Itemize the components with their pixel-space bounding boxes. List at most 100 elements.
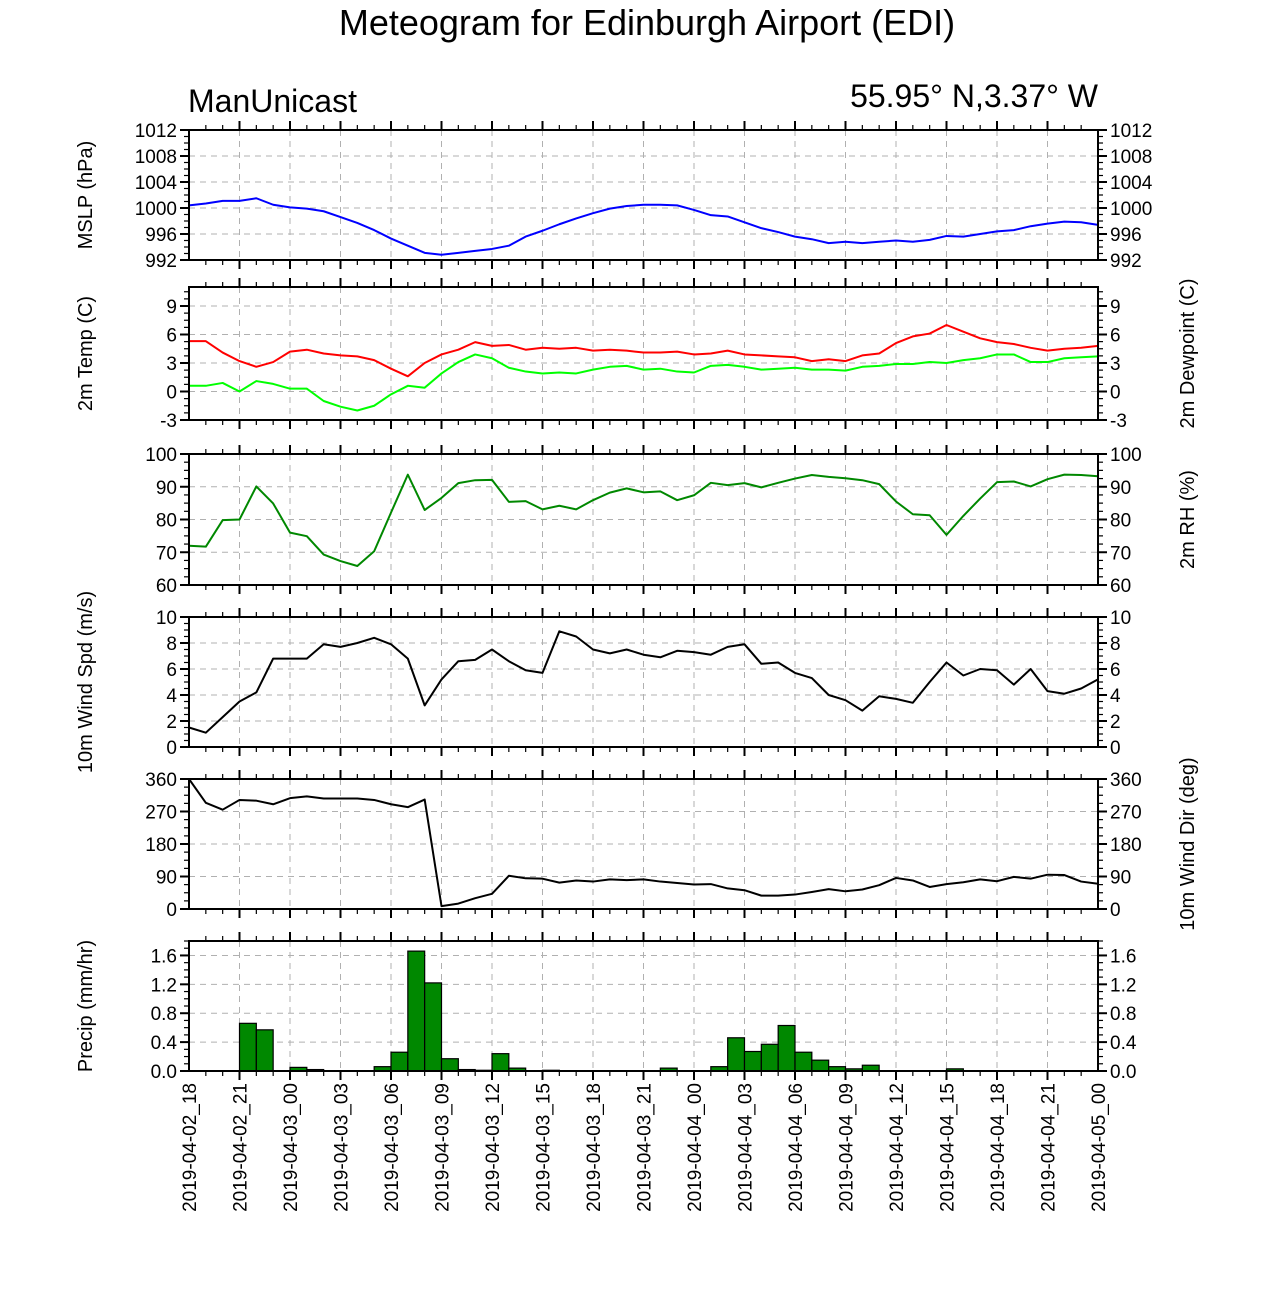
y-tick-label-left: 360: [145, 770, 177, 791]
y-tick-label-right: 270: [1110, 803, 1142, 824]
y-tick-label-right: 100: [1110, 445, 1142, 466]
y-tick-label-right: 8: [1110, 634, 1121, 655]
precip-bar: [777, 1024, 796, 1072]
y-tick-label-right: 10: [1110, 608, 1131, 629]
y-tick-label-right: 9: [1110, 297, 1121, 318]
panel-mslp: 992 992 996 996 1000 1000 1004 1004 1008 1008 1012…: [75, 121, 1153, 272]
panel-wspd: 0 0 2 2 4 4 6 6 8 8 10 10 10m Wind Spd (m/s): [75, 591, 1131, 773]
wspd-series-line: [188, 630, 1099, 734]
x-tick-label: 2019-04-04_18: [988, 1083, 1009, 1212]
y-tick-label-right: 1000: [1110, 199, 1152, 220]
y-tick-label-left: 4: [166, 686, 177, 707]
x-tick-label: 2019-04-03_06: [382, 1083, 403, 1212]
y-tick-label-left: 60: [156, 576, 177, 597]
precip-bar: [440, 1058, 459, 1072]
y-tick-label-right: 6: [1110, 660, 1121, 681]
y-tick-label-right: 992: [1110, 251, 1142, 272]
y-tick-label-right: 90: [1110, 478, 1131, 499]
panel-rh: 60 60 70 70 80 80 90 90 100 100 2m RH (%): [145, 445, 1199, 597]
y-tick-label-left: 1.2: [151, 975, 177, 996]
y-tick-label-right: 80: [1110, 511, 1131, 532]
y-tick-label-left: 1.6: [151, 946, 177, 967]
y-tick-label-left: 8: [166, 634, 177, 655]
panel-temp: -3 -3 0 0 3 3 6 6 9 9 2m Temp (C) 2m Dewpoint (C): [75, 278, 1199, 432]
y-tick-label-right: 2: [1110, 712, 1121, 733]
y-tick-label-right: 996: [1110, 225, 1142, 246]
y-tick-label-left: 1008: [135, 147, 177, 168]
y-tick-label-right: -3: [1110, 411, 1127, 432]
panel-wdir: 0 0 90 90 180 180 270 270 360 360 10m Wind Dir (de…: [145, 757, 1199, 930]
x-tick-label: 2019-04-03_21: [635, 1083, 656, 1212]
y-tick-label-left: 0.0: [151, 1062, 177, 1083]
y-axis-label-left: MSLP (hPa): [75, 141, 97, 250]
precip-bar: [407, 950, 426, 1072]
y-tick-label-left: 0: [166, 900, 177, 921]
y-tick-label-left: 1012: [135, 121, 177, 142]
y-axis-label-right: 2m RH (%): [1177, 470, 1199, 569]
panel-precip: 0.0 0.0 0.4 0.4 0.8 0.8 1.2 1.2 1.6 1.6 Precip (mm…: [75, 932, 1137, 1083]
y-tick-label-left: 2: [166, 712, 177, 733]
y-tick-label-right: 0.0: [1110, 1062, 1136, 1083]
x-tick-label: 2019-04-03_18: [584, 1083, 605, 1212]
y-tick-label-left: 0.8: [151, 1004, 177, 1025]
y-tick-label-left: 90: [156, 478, 177, 499]
model-label: ManUnicast: [188, 83, 357, 119]
wdir-series-line: [188, 778, 1099, 908]
precip-bar: [390, 1051, 409, 1072]
rh-series-line: [188, 473, 1099, 568]
x-tick-label: 2019-04-04_00: [685, 1083, 706, 1212]
precip-bar: [238, 1022, 257, 1072]
x-tick-label: 2019-04-04_15: [938, 1083, 959, 1212]
precip-bar: [727, 1037, 746, 1072]
temp-series-line: [189, 353, 1099, 412]
y-tick-label-left: 3: [166, 354, 177, 375]
y-axis-label-left: Precip (mm/hr): [75, 940, 97, 1072]
x-tick-label: 2019-04-03_15: [534, 1083, 555, 1212]
y-tick-label-right: 0.4: [1110, 1033, 1137, 1054]
y-tick-label-left: 0: [166, 383, 177, 404]
y-tick-label-right: 0: [1110, 738, 1121, 759]
y-tick-label-left: 0: [166, 738, 177, 759]
x-tick-label: 2019-04-02_21: [231, 1083, 252, 1212]
x-tick-label: 2019-04-04_21: [1039, 1083, 1060, 1212]
y-tick-label-right: 1.6: [1110, 946, 1136, 967]
y-tick-label-right: 60: [1110, 576, 1131, 597]
y-tick-label-left: 180: [145, 835, 177, 856]
mslp-series-line: [188, 197, 1099, 256]
chart-title: Meteogram for Edinburgh Airport (EDI): [339, 2, 955, 43]
y-tick-label-left: 10: [156, 608, 177, 629]
y-tick-label-left: 1004: [135, 173, 178, 194]
location-label: 55.95° N,3.37° W: [850, 78, 1099, 114]
temp-series-line: [189, 324, 1099, 378]
y-tick-label-right: 1004: [1110, 173, 1153, 194]
precip-bar: [760, 1043, 779, 1072]
y-tick-label-right: 180: [1110, 835, 1142, 856]
y-tick-label-right: 1008: [1110, 147, 1152, 168]
y-tick-label-right: 90: [1110, 868, 1131, 889]
y-tick-label-left: 70: [156, 543, 177, 564]
precip-bar: [255, 1029, 274, 1072]
y-tick-label-right: 0: [1110, 900, 1121, 921]
y-tick-label-left: 6: [166, 326, 177, 347]
y-tick-label-right: 0: [1110, 383, 1121, 404]
y-tick-label-left: 9: [166, 297, 177, 318]
x-tick-label: 2019-04-04_09: [837, 1083, 858, 1212]
x-tick-label: 2019-04-05_00: [1089, 1083, 1110, 1212]
y-tick-label-left: 80: [156, 511, 177, 532]
x-tick-label: 2019-04-02_18: [180, 1083, 201, 1212]
y-tick-label-right: 6: [1110, 326, 1121, 347]
y-tick-label-right: 1012: [1110, 121, 1152, 142]
y-tick-label-left: 0.4: [151, 1033, 178, 1054]
precip-bar: [424, 982, 443, 1072]
y-axis-label-left: 10m Wind Spd (m/s): [75, 591, 97, 773]
x-tick-label: 2019-04-04_03: [736, 1083, 757, 1212]
precip-bar: [743, 1050, 762, 1072]
x-tick-label: 2019-04-03_00: [281, 1083, 302, 1212]
y-tick-label-right: 3: [1110, 354, 1121, 375]
y-tick-label-left: 6: [166, 660, 177, 681]
y-tick-label-right: 1.2: [1110, 975, 1136, 996]
y-tick-label-right: 4: [1110, 686, 1121, 707]
x-tick-label: 2019-04-04_12: [887, 1083, 908, 1212]
